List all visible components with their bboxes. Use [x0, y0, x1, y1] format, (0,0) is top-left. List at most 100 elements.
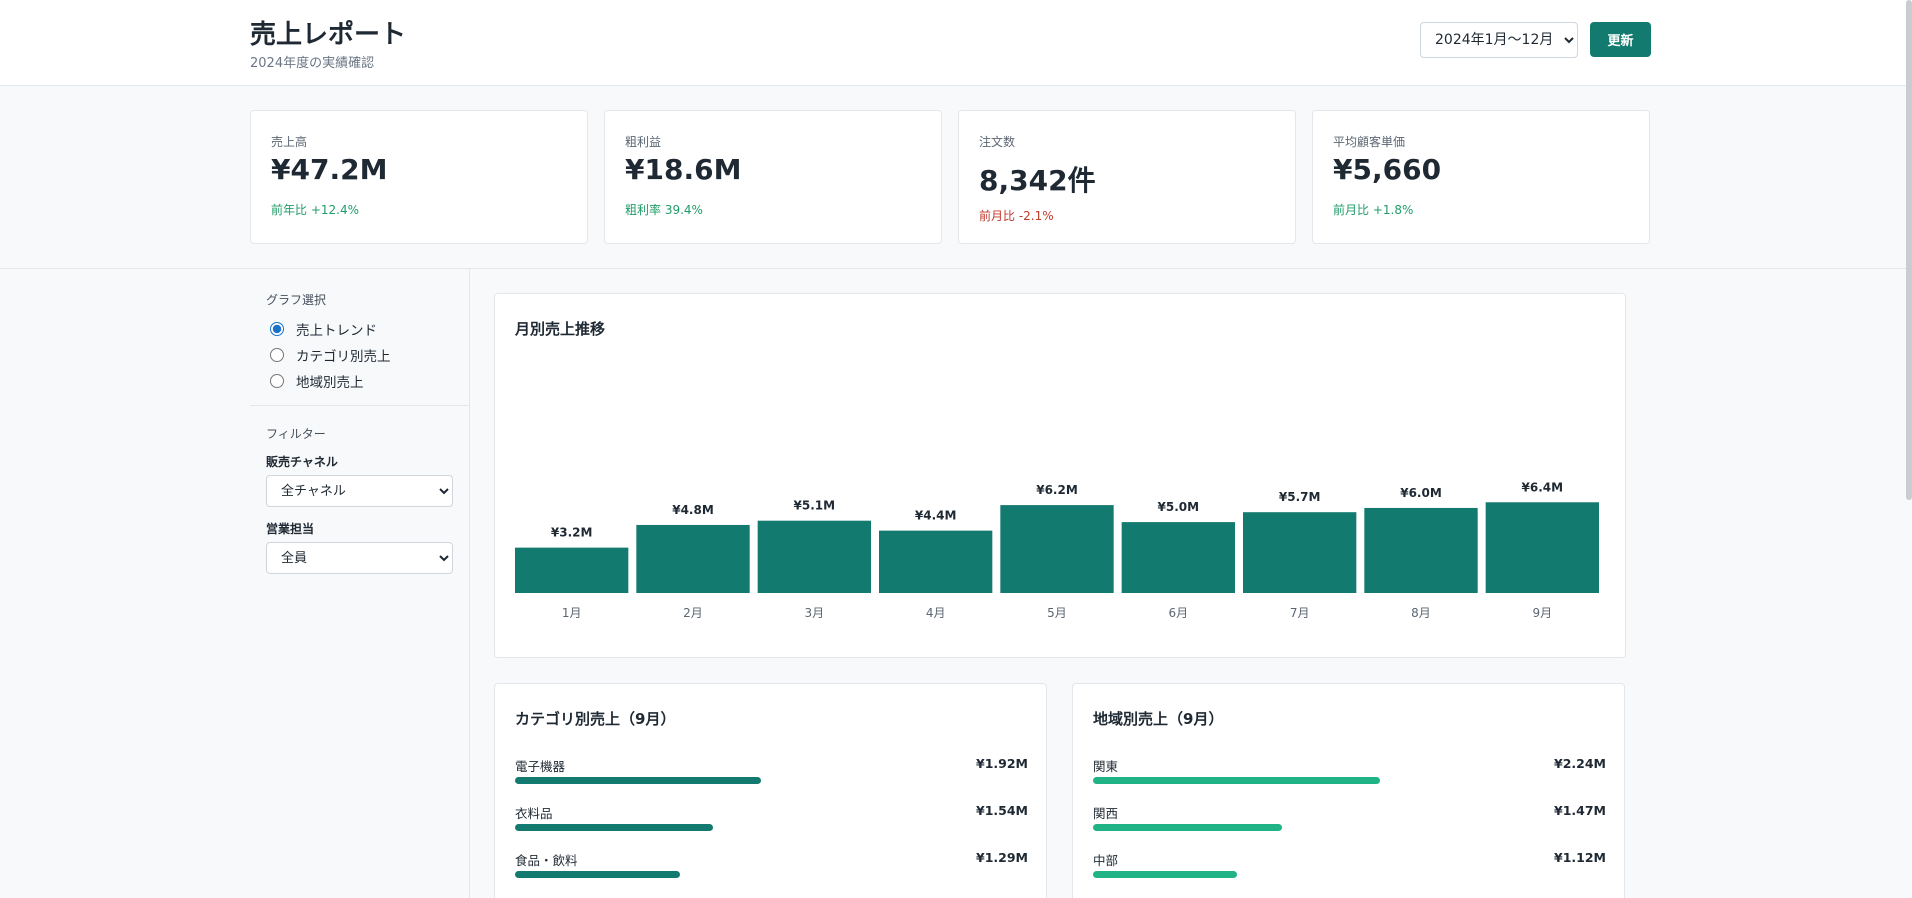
breakdown-value: ¥1.12M [1554, 850, 1606, 865]
x-tick-label: 1月 [562, 606, 582, 620]
filter-section-title: フィルター [266, 427, 326, 441]
bar-data-label: ¥4.4M [915, 509, 957, 523]
bar-5月 [1000, 505, 1114, 593]
breakdown-value: ¥1.47M [1554, 803, 1606, 818]
breakdown-value: ¥1.54M [976, 803, 1028, 818]
x-tick-label: 8月 [1411, 606, 1431, 620]
sidebar-divider [250, 405, 470, 406]
bar-data-label: ¥6.0M [1400, 486, 1442, 500]
breakdown-bar [515, 824, 713, 831]
kpi-section: 売上高 ¥47.2M 前年比 +12.4% 粗利益 ¥18.6M 粗利率 39.… [0, 86, 1912, 269]
bar-data-label: ¥5.1M [794, 499, 836, 513]
bar-2月 [636, 524, 750, 593]
breakdown-bar-track [515, 871, 1028, 878]
page-subtitle: 2024年度の実績確認 [250, 56, 375, 71]
kpi-change: 粗利率 39.4% [625, 203, 703, 217]
kpi-label: 平均顧客単価 [1333, 135, 1406, 149]
breakdown-bar-track [1093, 777, 1606, 784]
breakdown-row: 食品・飲料 ¥1.29M [515, 850, 1028, 890]
kpi-value: ¥47.2M [271, 153, 388, 186]
region-title: 地域別売上（9月） [1093, 710, 1224, 728]
kpi-label: 注文数 [979, 135, 1016, 149]
channel-label: 販売チャネル [266, 455, 338, 469]
breakdown-label: 電子機器 [515, 759, 566, 774]
page-title: 売上レポート [250, 20, 407, 50]
breakdown-row: 衣料品 ¥1.54M [515, 803, 1028, 843]
monthly-sales-chart: ¥3.2M 1月 ¥4.8M 2月 ¥5.1M 3月 ¥4.4M 4月 ¥6.2M 5月 ¥5.0M… [515, 480, 1599, 620]
breakdown-bar [1093, 777, 1380, 784]
monthly-sales-chart-card: 月別売上推移 ¥3.2M 1月 ¥4.8M 2月 ¥5.1M 3月 ¥4.4M 4月 ¥6.2M… [494, 293, 1626, 658]
channel-select[interactable]: 全チャネル [266, 475, 453, 507]
kpi-change: 前月比 -2.1% [979, 209, 1054, 223]
update-button[interactable]: 更新 [1590, 22, 1651, 57]
category-breakdown-card: カテゴリ別売上（9月） 電子機器 ¥1.92M 衣料品 ¥1.54M 食品・飲料 ¥1.2… [494, 683, 1047, 898]
x-tick-label: 4月 [926, 606, 946, 620]
breakdown-bar-track [515, 777, 1028, 784]
radio-sales-trend[interactable]: 売上トレンド [270, 319, 377, 339]
breakdown-label: 関西 [1093, 806, 1119, 821]
radio-input[interactable] [270, 322, 284, 336]
bar-data-label: ¥6.2M [1036, 483, 1078, 497]
x-tick-label: 9月 [1533, 606, 1553, 620]
bar-data-label: ¥5.0M [1158, 500, 1200, 514]
breakdown-bar [515, 777, 761, 784]
breakdown-label: 食品・飲料 [515, 853, 578, 868]
period-select[interactable]: 2024年1月〜12月 [1420, 22, 1578, 58]
kpi-label: 粗利益 [625, 135, 662, 149]
breakdown-value: ¥1.29M [976, 850, 1028, 865]
bar-4月 [879, 530, 993, 593]
kpi-change: 前年比 +12.4% [271, 203, 359, 217]
bar-data-label: ¥3.2M [551, 526, 593, 540]
bar-1月 [515, 547, 629, 593]
x-tick-label: 2月 [683, 606, 703, 620]
chart-title: 月別売上推移 [515, 320, 606, 338]
kpi-value: ¥18.6M [625, 153, 742, 186]
rep-label: 営業担当 [266, 522, 315, 536]
breakdown-row: 中部 ¥1.12M [1093, 850, 1606, 890]
bar-7月 [1243, 512, 1357, 593]
breakdown-row: 電子機器 ¥1.92M [515, 756, 1028, 796]
kpi-value: 8,342件 [979, 164, 1096, 197]
x-tick-label: 3月 [805, 606, 825, 620]
category-title: カテゴリ別売上（9月） [515, 710, 676, 728]
region-breakdown-card: 地域別売上（9月） 関東¥2.24M関西¥1.47M中部¥1.12M東北¥0.6… [1072, 683, 1625, 898]
x-tick-label: 5月 [1047, 606, 1067, 620]
bar-9月 [1485, 502, 1599, 593]
breakdown-value: ¥2.24M [1554, 756, 1606, 771]
radio-category-sales[interactable]: カテゴリ別売上 [270, 345, 391, 365]
breakdown-row: 関西 ¥1.47M [1093, 803, 1606, 843]
radio-label: カテゴリ別売上 [296, 349, 391, 365]
kpi-card-gross-profit: 粗利益 ¥18.6M 粗利率 39.4% [604, 110, 942, 244]
breakdown-label: 中部 [1093, 853, 1119, 868]
breakdown-bar-track [515, 824, 1028, 831]
bar-data-label: ¥4.8M [672, 503, 714, 517]
x-tick-label: 6月 [1169, 606, 1189, 620]
graph-section-title: グラフ選択 [266, 293, 327, 307]
breakdown-bar [1093, 824, 1282, 831]
bar-6月 [1121, 522, 1235, 593]
radio-region-sales[interactable]: 地域別売上 [270, 371, 364, 391]
bar-8月 [1364, 507, 1478, 593]
breakdown-row: 関東 ¥2.24M [1093, 756, 1606, 796]
radio-input[interactable] [270, 348, 284, 362]
kpi-card-orders: 注文数 8,342件 前月比 -2.1% [958, 110, 1296, 244]
breakdown-bar [1093, 871, 1237, 878]
breakdown-bar-track [1093, 871, 1606, 878]
breakdown-value: ¥1.92M [976, 756, 1028, 771]
kpi-card-avg-order: 平均顧客単価 ¥5,660 前月比 +1.8% [1312, 110, 1650, 244]
radio-input[interactable] [270, 374, 284, 388]
kpi-value: ¥5,660 [1333, 153, 1442, 186]
breakdown-bar [515, 871, 680, 878]
radio-label: 売上トレンド [296, 323, 377, 339]
breakdown-label: 関東 [1093, 759, 1119, 774]
kpi-label: 売上高 [271, 135, 308, 149]
kpi-card-sales: 売上高 ¥47.2M 前年比 +12.4% [250, 110, 588, 244]
breakdown-bar-track [1093, 824, 1606, 831]
breakdown-label: 衣料品 [515, 806, 553, 821]
rep-select[interactable]: 全員 [266, 542, 453, 574]
sidebar: グラフ選択 売上トレンド カテゴリ別売上 地域別売上 フィルター 販売チャネル … [250, 269, 470, 898]
radio-label: 地域別売上 [296, 375, 364, 391]
bar-data-label: ¥5.7M [1279, 490, 1321, 504]
x-tick-label: 7月 [1290, 606, 1310, 620]
page-scrollbar[interactable] [1906, 0, 1912, 500]
